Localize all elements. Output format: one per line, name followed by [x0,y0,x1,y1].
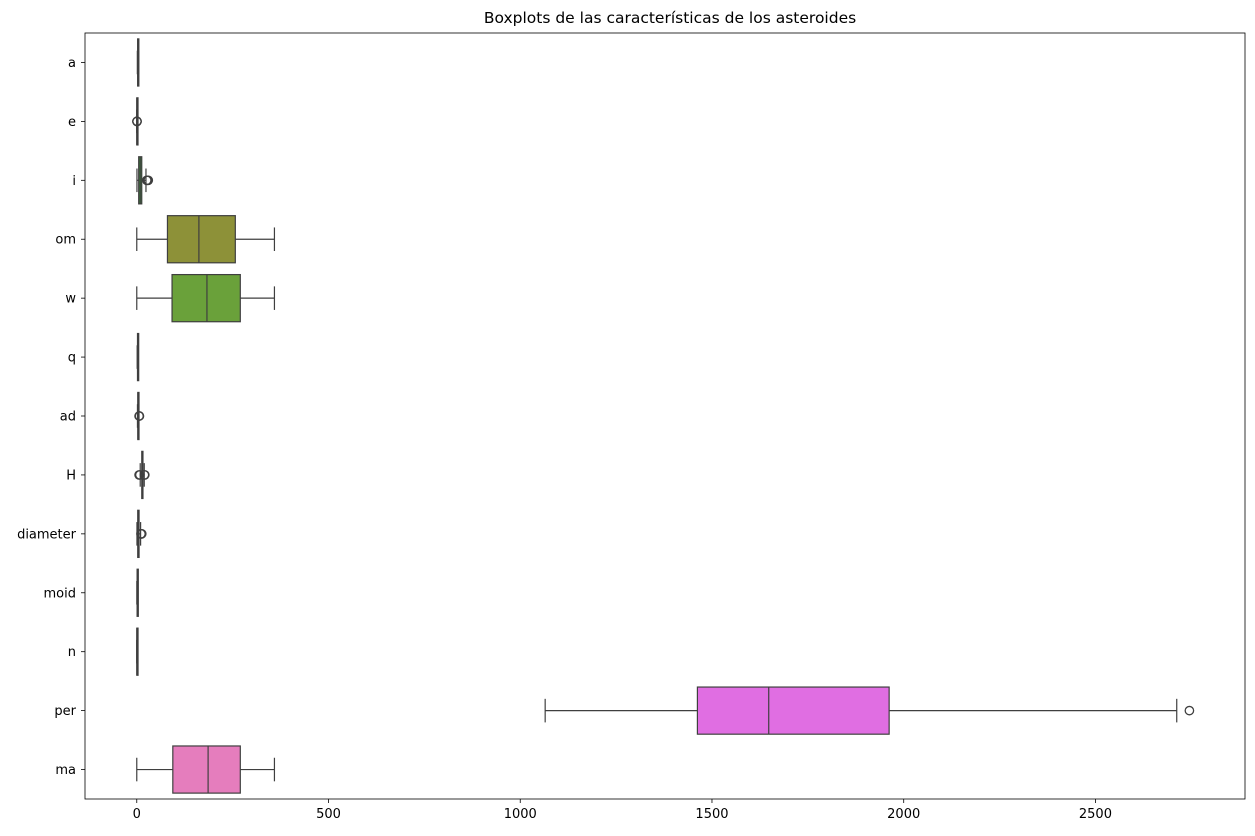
box-a [136,38,140,87]
box-e [132,97,142,146]
y-tick-label: ma [55,763,76,778]
chart-title: Boxplots de las características de los a… [484,9,856,27]
y-tick-label: diameter [17,527,77,542]
x-tick-label: 2500 [1079,807,1112,822]
box-iqr [696,686,890,735]
x-tick-label: 1500 [695,807,728,822]
y-tick-label: H [66,468,76,483]
x-axis: 0 500 1000 1500 2000 2500 [133,799,1112,822]
box-diameter [136,509,147,559]
outlier-point [132,116,142,127]
plot-frame [84,32,1246,800]
y-tick-label: ad [60,410,76,425]
y-tick-label: n [68,645,76,660]
box-iqr [166,215,236,264]
outlier-point [134,470,145,480]
y-tick-label: i [72,174,76,189]
y-tick-label: om [55,233,76,248]
box-w [136,273,276,323]
box-i [136,156,154,205]
x-tick-label: 2000 [887,807,920,822]
chart-marks [132,38,1195,794]
box-n [136,627,139,676]
box-per [544,686,1195,735]
box-ad [134,391,145,441]
y-tick-label: w [65,292,76,307]
box-H [134,450,150,500]
box-iqr [172,745,241,794]
y-tick-label: moid [44,586,76,601]
y-tick-label: a [68,56,76,71]
box-ma [136,745,276,794]
outlier-point [139,470,150,480]
outlier-point [136,528,147,539]
box-iqr [171,273,241,323]
box-om [136,215,276,264]
box-q [136,332,140,382]
x-tick-label: 500 [316,807,341,822]
outlier-point [143,175,154,186]
box-moid [136,568,139,617]
outlier-point [1184,705,1195,716]
y-tick-label: q [68,351,76,366]
y-tick-label: e [68,115,76,130]
outlier-point [134,411,145,421]
y-tick-label: per [54,704,76,719]
x-tick-label: 0 [133,807,141,822]
x-tick-label: 1000 [504,807,537,822]
